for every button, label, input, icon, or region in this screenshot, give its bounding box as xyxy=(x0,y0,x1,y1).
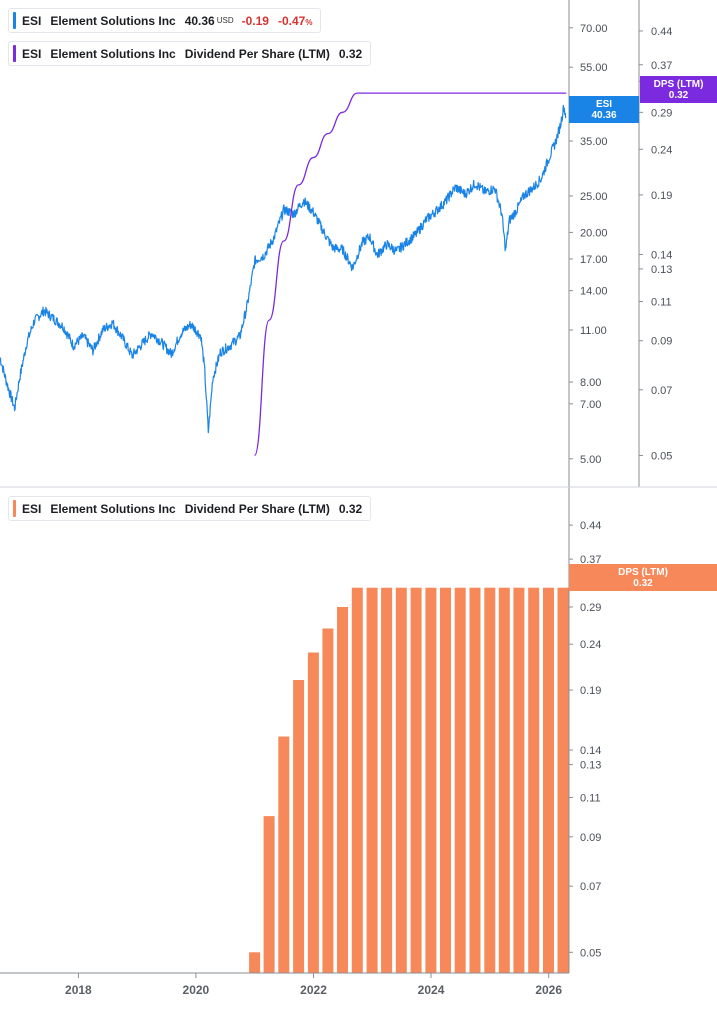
bottom-axis-tick-label: 0.14 xyxy=(580,745,601,757)
dps-bar xyxy=(381,587,393,973)
price-legend-ticker: ESI xyxy=(22,13,42,28)
dps-bar xyxy=(425,587,437,973)
dps-bar xyxy=(337,607,348,973)
dps-axis-tick-label: 0.37 xyxy=(651,60,672,72)
dps-bar xyxy=(263,816,275,973)
price-legend-name: Element Solutions Inc xyxy=(50,13,176,28)
price-axis-tick-label: 11.00 xyxy=(580,325,607,337)
esi-price-line xyxy=(0,104,567,434)
bottom-dps-legend[interactable]: ESI Element Solutions Inc Dividend Per S… xyxy=(8,496,372,521)
dps-bar xyxy=(278,736,290,973)
dps-axis-tick-label: 0.05 xyxy=(651,450,672,462)
dps-bar xyxy=(410,587,422,973)
bottom-dps-tag-label: DPS (LTM) xyxy=(618,567,668,578)
price-axis: 70.0055.0045.0035.0025.0020.0017.0014.00… xyxy=(569,23,608,466)
dps-bar xyxy=(469,587,481,973)
dps-tag-value: 0.32 xyxy=(668,90,689,101)
bottom-dps-legend-value: 0.32 xyxy=(338,501,363,516)
price-legend-price: 40.36 xyxy=(184,13,215,28)
price-legend-currency: USD xyxy=(216,16,234,25)
price-axis-tick-label: 55.00 xyxy=(580,62,608,74)
x-axis-tick-label: 2018 xyxy=(65,983,92,997)
x-axis-tick-label: 2026 xyxy=(535,983,562,997)
dps-bar xyxy=(484,587,496,973)
dps-axis-tick-label: 0.24 xyxy=(651,144,672,156)
dps-legend[interactable]: ESI Element Solutions Inc Dividend Per S… xyxy=(8,41,372,66)
price-axis-tick-label: 70.00 xyxy=(580,23,608,35)
price-axis-tick-label: 7.00 xyxy=(580,399,601,411)
dps-bar xyxy=(351,587,363,973)
dps-legend-metric: Dividend Per Share (LTM) xyxy=(184,46,330,61)
price-legend-change-pct: -0.47% xyxy=(277,13,313,28)
price-tag-ticker: ESI xyxy=(595,99,613,110)
dps-legend-ticker: ESI xyxy=(22,46,42,61)
dps-bar xyxy=(528,587,540,973)
dps-bar xyxy=(557,587,569,973)
price-axis-tick-label: 20.00 xyxy=(580,227,608,239)
price-axis-tick-label: 17.00 xyxy=(580,254,608,266)
bottom-axis-tick-label: 0.19 xyxy=(580,685,601,697)
dps-axis-tick-label: 0.44 xyxy=(651,26,672,38)
dps-legend-name: Element Solutions Inc xyxy=(50,46,176,61)
bottom-dps-legend-metric: Dividend Per Share (LTM) xyxy=(184,501,330,516)
dps-legend-value: 0.32 xyxy=(338,46,363,61)
price-legend-swatch xyxy=(13,12,16,29)
x-axis-tick-label: 2020 xyxy=(183,983,210,997)
bottom-axis-tick-label: 0.07 xyxy=(580,881,601,893)
price-axis-tick-label: 25.00 xyxy=(580,191,608,203)
dps-bar xyxy=(249,952,261,973)
dps-bar xyxy=(395,587,407,973)
price-tag-value: 40.36 xyxy=(591,110,617,121)
price-axis-tick-label: 14.00 xyxy=(580,286,608,298)
price-legend-change: -0.19 xyxy=(241,13,269,28)
dps-axis-tick-label: 0.19 xyxy=(651,190,672,202)
dps-bars xyxy=(249,587,569,973)
x-axis: 2018 2020 2022 2024 2026 xyxy=(65,973,562,997)
dps-axis-tick-label: 0.09 xyxy=(651,336,672,348)
bottom-dps-legend-swatch xyxy=(13,500,16,517)
bottom-axis-tick-label: 0.37 xyxy=(580,554,601,566)
dps-bar xyxy=(454,587,466,973)
bottom-axis-tick-label: 0.24 xyxy=(580,639,601,651)
price-axis-tick-label: 5.00 xyxy=(580,454,601,466)
dps-bar xyxy=(366,587,378,973)
dps-axis-tick-label: 0.07 xyxy=(651,385,672,397)
dps-axis-tick-label: 0.14 xyxy=(651,249,672,261)
line-series xyxy=(0,92,567,457)
dps-bar xyxy=(307,652,319,973)
dps-tag-label: DPS (LTM) xyxy=(653,79,704,90)
bottom-axis-tick-label: 0.44 xyxy=(580,520,601,532)
dps-bar xyxy=(513,587,525,973)
dps-bar xyxy=(293,680,305,973)
dps-line xyxy=(253,92,567,457)
bottom-dps-tag: DPS (LTM) 0.32 xyxy=(569,564,717,591)
dps-bar xyxy=(322,628,334,973)
bottom-axis-tick-label: 0.29 xyxy=(580,602,601,614)
bottom-dps-axis: 0.440.370.340.290.240.190.140.130.110.09… xyxy=(569,520,601,959)
bottom-axis-tick-label: 0.11 xyxy=(580,792,601,804)
dps-axis-tick-label: 0.29 xyxy=(651,107,672,119)
dps-bar xyxy=(543,587,554,973)
dps-axis-tick-label: 0.11 xyxy=(651,297,672,309)
dps-axis-tick-label: 0.13 xyxy=(651,264,672,276)
price-axis-tick-label: 35.00 xyxy=(580,136,608,148)
dps-bar xyxy=(440,587,451,973)
x-axis-tick-label: 2024 xyxy=(418,983,445,997)
bottom-axis-tick-label: 0.09 xyxy=(580,832,601,844)
price-legend[interactable]: ESI Element Solutions Inc 40.36 USD -0.1… xyxy=(8,8,322,33)
dps-tag: DPS (LTM) 0.32 xyxy=(640,76,717,103)
bottom-dps-legend-name: Element Solutions Inc xyxy=(50,501,176,516)
bottom-dps-legend-ticker: ESI xyxy=(22,501,42,516)
price-tag: ESI 40.36 xyxy=(569,96,639,123)
bottom-dps-tag-value: 0.32 xyxy=(633,578,653,589)
dps-legend-swatch xyxy=(13,45,16,62)
bottom-axis-tick-label: 0.13 xyxy=(580,760,601,772)
x-axis-tick-label: 2022 xyxy=(300,983,327,997)
dps-bar xyxy=(498,587,510,973)
price-axis-tick-label: 8.00 xyxy=(580,377,601,389)
bottom-axis-tick-label: 0.05 xyxy=(580,947,601,959)
